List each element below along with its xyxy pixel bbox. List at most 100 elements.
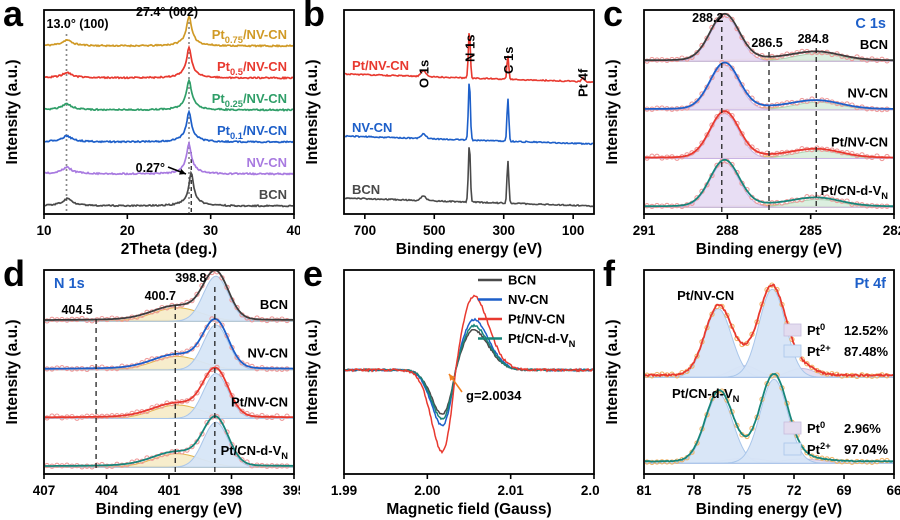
data-marker bbox=[699, 140, 705, 146]
survey-series-line bbox=[345, 83, 593, 146]
data-marker bbox=[749, 48, 755, 54]
panel-f: f 81 78 75 72 69 66 Binding energy (eV) Intensi… bbox=[600, 254, 900, 520]
data-marker bbox=[239, 360, 245, 366]
corner-label: C 1s bbox=[855, 16, 886, 32]
xrd-series-line bbox=[45, 109, 293, 144]
xps-series-label: NV-CN bbox=[848, 86, 888, 101]
panel-c-svg: 291 288 285 282 Binding energy (eV) Intensity… bbox=[604, 9, 900, 258]
data-marker bbox=[79, 315, 85, 322]
xps-series-label: BCN bbox=[860, 37, 888, 52]
guide-label: 286.5 bbox=[751, 36, 782, 50]
data-marker bbox=[219, 371, 225, 377]
data-marker bbox=[804, 450, 810, 456]
data-marker bbox=[819, 193, 825, 200]
x-axis-label: Binding energy (eV) bbox=[696, 241, 842, 258]
data-marker bbox=[89, 464, 95, 470]
y-axis-label: Intensity (a.u.) bbox=[604, 59, 621, 164]
xrd-series-line bbox=[45, 44, 293, 80]
panel-a-svg: 10 20 30 40 2Theta (deg.) Intensity (a.u.) Pt0… bbox=[4, 5, 300, 258]
guide-label: 404.5 bbox=[61, 303, 92, 317]
x-tick-label: 401 bbox=[158, 483, 181, 498]
xrd-series-label: Pt0.25/NV-CN bbox=[212, 91, 287, 109]
data-marker bbox=[114, 365, 120, 372]
survey-series-line bbox=[345, 33, 593, 84]
guide-label: 288.2 bbox=[692, 11, 723, 25]
xrd-series-line bbox=[45, 170, 293, 208]
data-marker bbox=[714, 17, 720, 23]
legend-value: 12.52% bbox=[844, 323, 889, 338]
x-tick-label: 500 bbox=[423, 223, 446, 238]
survey-peak-label: N 1s bbox=[462, 35, 477, 62]
survey-series-line bbox=[345, 147, 593, 208]
x-tick-label: 72 bbox=[786, 483, 801, 498]
corner-label: N 1s bbox=[54, 276, 85, 292]
xps-series-label: NV-CN bbox=[248, 346, 288, 361]
xrd-series-label: Pt0.75/NV-CN bbox=[212, 27, 287, 45]
x-tick-label: 100 bbox=[562, 223, 585, 238]
legend-label: BCN bbox=[508, 273, 536, 288]
xrd-annotation: 13.0° (100) bbox=[47, 17, 109, 31]
xrd-series-line bbox=[45, 78, 293, 112]
fit-component bbox=[645, 288, 893, 378]
x-tick-label: 75 bbox=[736, 483, 752, 498]
envelope-line bbox=[45, 366, 293, 419]
panel-e-svg: 1.99 2.00 2.01 2.02 Magnetic field (Gauss) In… bbox=[304, 269, 600, 518]
data-marker bbox=[729, 16, 735, 23]
panel-letter-b: b bbox=[303, 0, 325, 34]
x-tick-label: 404 bbox=[95, 483, 118, 498]
panel-b: b 700 500 300 100 Binding energy (eV) Intensi… bbox=[300, 0, 600, 260]
x-tick-label: 69 bbox=[836, 483, 851, 498]
data-marker bbox=[234, 402, 240, 408]
data-marker bbox=[694, 195, 700, 201]
fit-component bbox=[45, 324, 293, 371]
xps-series-label: Pt/CN-d-VN bbox=[221, 443, 289, 461]
panel-letter-c: c bbox=[603, 0, 624, 34]
xrd-annotation: 27.4° (002) bbox=[136, 5, 198, 19]
xps-series-label: BCN bbox=[260, 297, 288, 312]
xps-series-label: Pt/CN-d-VN bbox=[821, 183, 889, 201]
xrd-series-line bbox=[45, 140, 293, 176]
panel-d: d 407 404 401 398 395 Binding energy (eV) Inte… bbox=[0, 254, 300, 520]
y-axis-label: Intensity (a.u.) bbox=[304, 319, 321, 424]
guide-label: 400.7 bbox=[145, 289, 176, 303]
panel-a: a 10 20 30 40 2Theta (deg.) Intensity (a.u.) P… bbox=[0, 0, 300, 260]
data-marker bbox=[109, 463, 115, 469]
y-axis-label: Intensity (a.u.) bbox=[4, 59, 21, 164]
x-tick-label: 395 bbox=[283, 483, 300, 498]
x-tick-label: 2.00 bbox=[414, 483, 440, 498]
envelope-line bbox=[645, 372, 893, 463]
legend-swatch bbox=[783, 421, 802, 435]
survey-peak-label: O 1s bbox=[417, 60, 432, 88]
x-axis-label: Magnetic field (Gauss) bbox=[386, 501, 551, 518]
x-tick-label: 282 bbox=[883, 223, 900, 238]
x-tick-label: 407 bbox=[33, 483, 56, 498]
data-marker bbox=[714, 114, 720, 120]
x-axis-label: Binding energy (eV) bbox=[696, 501, 842, 518]
x-tick-label: 291 bbox=[633, 223, 656, 238]
data-marker bbox=[239, 408, 245, 414]
envelope-line bbox=[45, 271, 293, 321]
panel-letter-f: f bbox=[603, 253, 615, 294]
arrow-head bbox=[179, 168, 186, 175]
xps-series-label: Pt/NV-CN bbox=[231, 394, 288, 409]
panel-c: c 291 288 285 282 Binding energy (eV) Intensi… bbox=[600, 0, 900, 260]
plot-box bbox=[43, 9, 295, 215]
data-marker bbox=[694, 146, 700, 153]
panel-b-svg: 700 500 300 100 Binding energy (eV) Intensity… bbox=[304, 9, 595, 258]
data-marker bbox=[79, 464, 85, 470]
data-marker bbox=[229, 441, 235, 448]
x-tick-label: 66 bbox=[886, 483, 900, 498]
plot-box bbox=[643, 9, 895, 215]
data-marker bbox=[89, 318, 95, 324]
legend-swatch bbox=[783, 323, 802, 337]
data-marker bbox=[284, 413, 290, 419]
x-axis-label: Binding energy (eV) bbox=[96, 501, 242, 518]
x-tick-label: 300 bbox=[492, 223, 515, 238]
legend-label: Pt/NV-CN bbox=[508, 312, 565, 327]
legend-swatch bbox=[783, 344, 802, 358]
data-marker bbox=[739, 432, 745, 438]
data-marker bbox=[234, 451, 240, 457]
data-marker bbox=[809, 49, 815, 56]
data-marker bbox=[74, 415, 80, 421]
